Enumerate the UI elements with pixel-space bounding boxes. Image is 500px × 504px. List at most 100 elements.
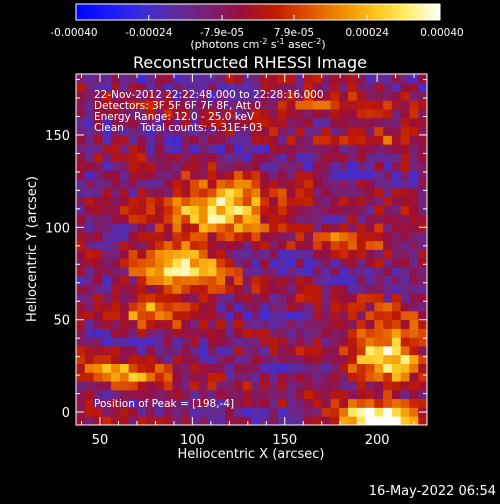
heatmap-cell [260, 135, 270, 145]
heatmap-cell [225, 100, 235, 110]
heatmap-cell [119, 135, 130, 145]
heatmap-cell [339, 74, 349, 84]
heatmap-cell [242, 416, 252, 426]
heatmap-cell [391, 302, 402, 312]
heatmap-cell [181, 161, 191, 171]
heatmap-cell [295, 319, 305, 329]
heatmap-cell [356, 381, 366, 391]
heatmap-cell [154, 74, 165, 84]
heatmap-cell [391, 293, 402, 303]
heatmap-cell [251, 337, 261, 347]
heatmap-cell [409, 223, 419, 233]
heatmap-cell [365, 293, 375, 303]
heatmap-cell [242, 100, 252, 110]
heatmap-cell [216, 161, 226, 171]
heatmap-cell [374, 117, 384, 128]
heatmap-cell [356, 100, 366, 110]
heatmap-cell [295, 328, 305, 338]
heatmap-cell [233, 389, 244, 400]
heatmap-cell [339, 91, 349, 101]
heatmap-cell [102, 109, 112, 119]
heatmap-cell [163, 258, 173, 268]
heatmap-cell [330, 389, 340, 400]
heatmap-cell [225, 407, 235, 417]
heatmap-cell [190, 275, 200, 285]
heatmap-cell [295, 205, 305, 215]
heatmap-cell [400, 275, 410, 285]
heatmap-cell [233, 398, 244, 408]
heatmap-cell [225, 275, 235, 285]
heatmap-cell [356, 240, 366, 250]
heatmap-cell [330, 74, 340, 84]
heatmap-cell [348, 389, 358, 400]
heatmap-cell [400, 381, 410, 391]
heatmap-cell [383, 91, 393, 101]
heatmap-cell [365, 354, 375, 364]
heatmap-cell [391, 144, 402, 154]
heatmap-cell [339, 310, 349, 321]
heatmap-cell [365, 398, 375, 408]
heatmap-cell [119, 214, 130, 224]
heatmap-cell [286, 231, 296, 242]
heatmap-cell [251, 231, 261, 242]
heatmap-cell [330, 100, 340, 110]
heatmap-cell [251, 363, 261, 373]
heatmap-cell [304, 319, 314, 329]
heatmap-cell [418, 196, 428, 207]
heatmap-cell [76, 293, 86, 303]
heatmap-cell [260, 337, 270, 347]
heatmap-cell [198, 346, 209, 356]
heatmap-cell [242, 196, 252, 207]
heatmap-cell [216, 144, 226, 154]
heatmap-cell [277, 398, 288, 408]
heatmap-cell [260, 284, 270, 294]
heatmap-cell [409, 389, 419, 400]
heatmap-cell [242, 381, 252, 391]
heatmap-cell [154, 249, 165, 259]
heatmap-cell [409, 249, 419, 259]
heatmap-cell [391, 328, 402, 338]
heatmap-cell [233, 249, 244, 259]
heatmap-cell [198, 152, 209, 163]
heatmap-cell [304, 249, 314, 259]
heatmap-cell [339, 109, 349, 119]
heatmap-cell [119, 126, 130, 136]
heatmap-cell [321, 205, 331, 215]
heatmap-cell [76, 161, 86, 171]
heatmap-cell [339, 258, 349, 268]
heatmap-cell [295, 337, 305, 347]
heatmap-cell [84, 240, 94, 250]
heatmap-cell [356, 126, 366, 136]
heatmap-cell [111, 381, 121, 391]
heatmap-cell [365, 381, 375, 391]
heatmap-cell [216, 249, 226, 259]
heatmap-cell [146, 214, 156, 224]
heatmap-cell [312, 179, 323, 189]
heatmap-cell [312, 267, 323, 277]
heatmap-cell [356, 223, 366, 233]
heatmap-cell [190, 152, 200, 163]
heatmap-cell [146, 109, 156, 119]
heatmap-cell [400, 214, 410, 224]
heatmap-cell [312, 381, 323, 391]
heatmap-cell [321, 363, 331, 373]
heatmap-cell [216, 363, 226, 373]
heatmap-cell [304, 144, 314, 154]
heatmap-cell [286, 109, 296, 119]
heatmap-cell [400, 231, 410, 242]
heatmap-cell [348, 275, 358, 285]
heatmap-cell [295, 214, 305, 224]
heatmap-cell [84, 389, 94, 400]
heatmap-cell [111, 363, 121, 373]
heatmap-cell [93, 82, 103, 92]
heatmap-cell [216, 179, 226, 189]
heatmap-cell [312, 346, 323, 356]
heatmap-cell [312, 144, 323, 154]
heatmap-cell [207, 416, 217, 426]
heatmap-cell [295, 161, 305, 171]
heatmap-cell [374, 398, 384, 408]
heatmap-cell [84, 214, 94, 224]
heatmap-cell [198, 275, 209, 285]
